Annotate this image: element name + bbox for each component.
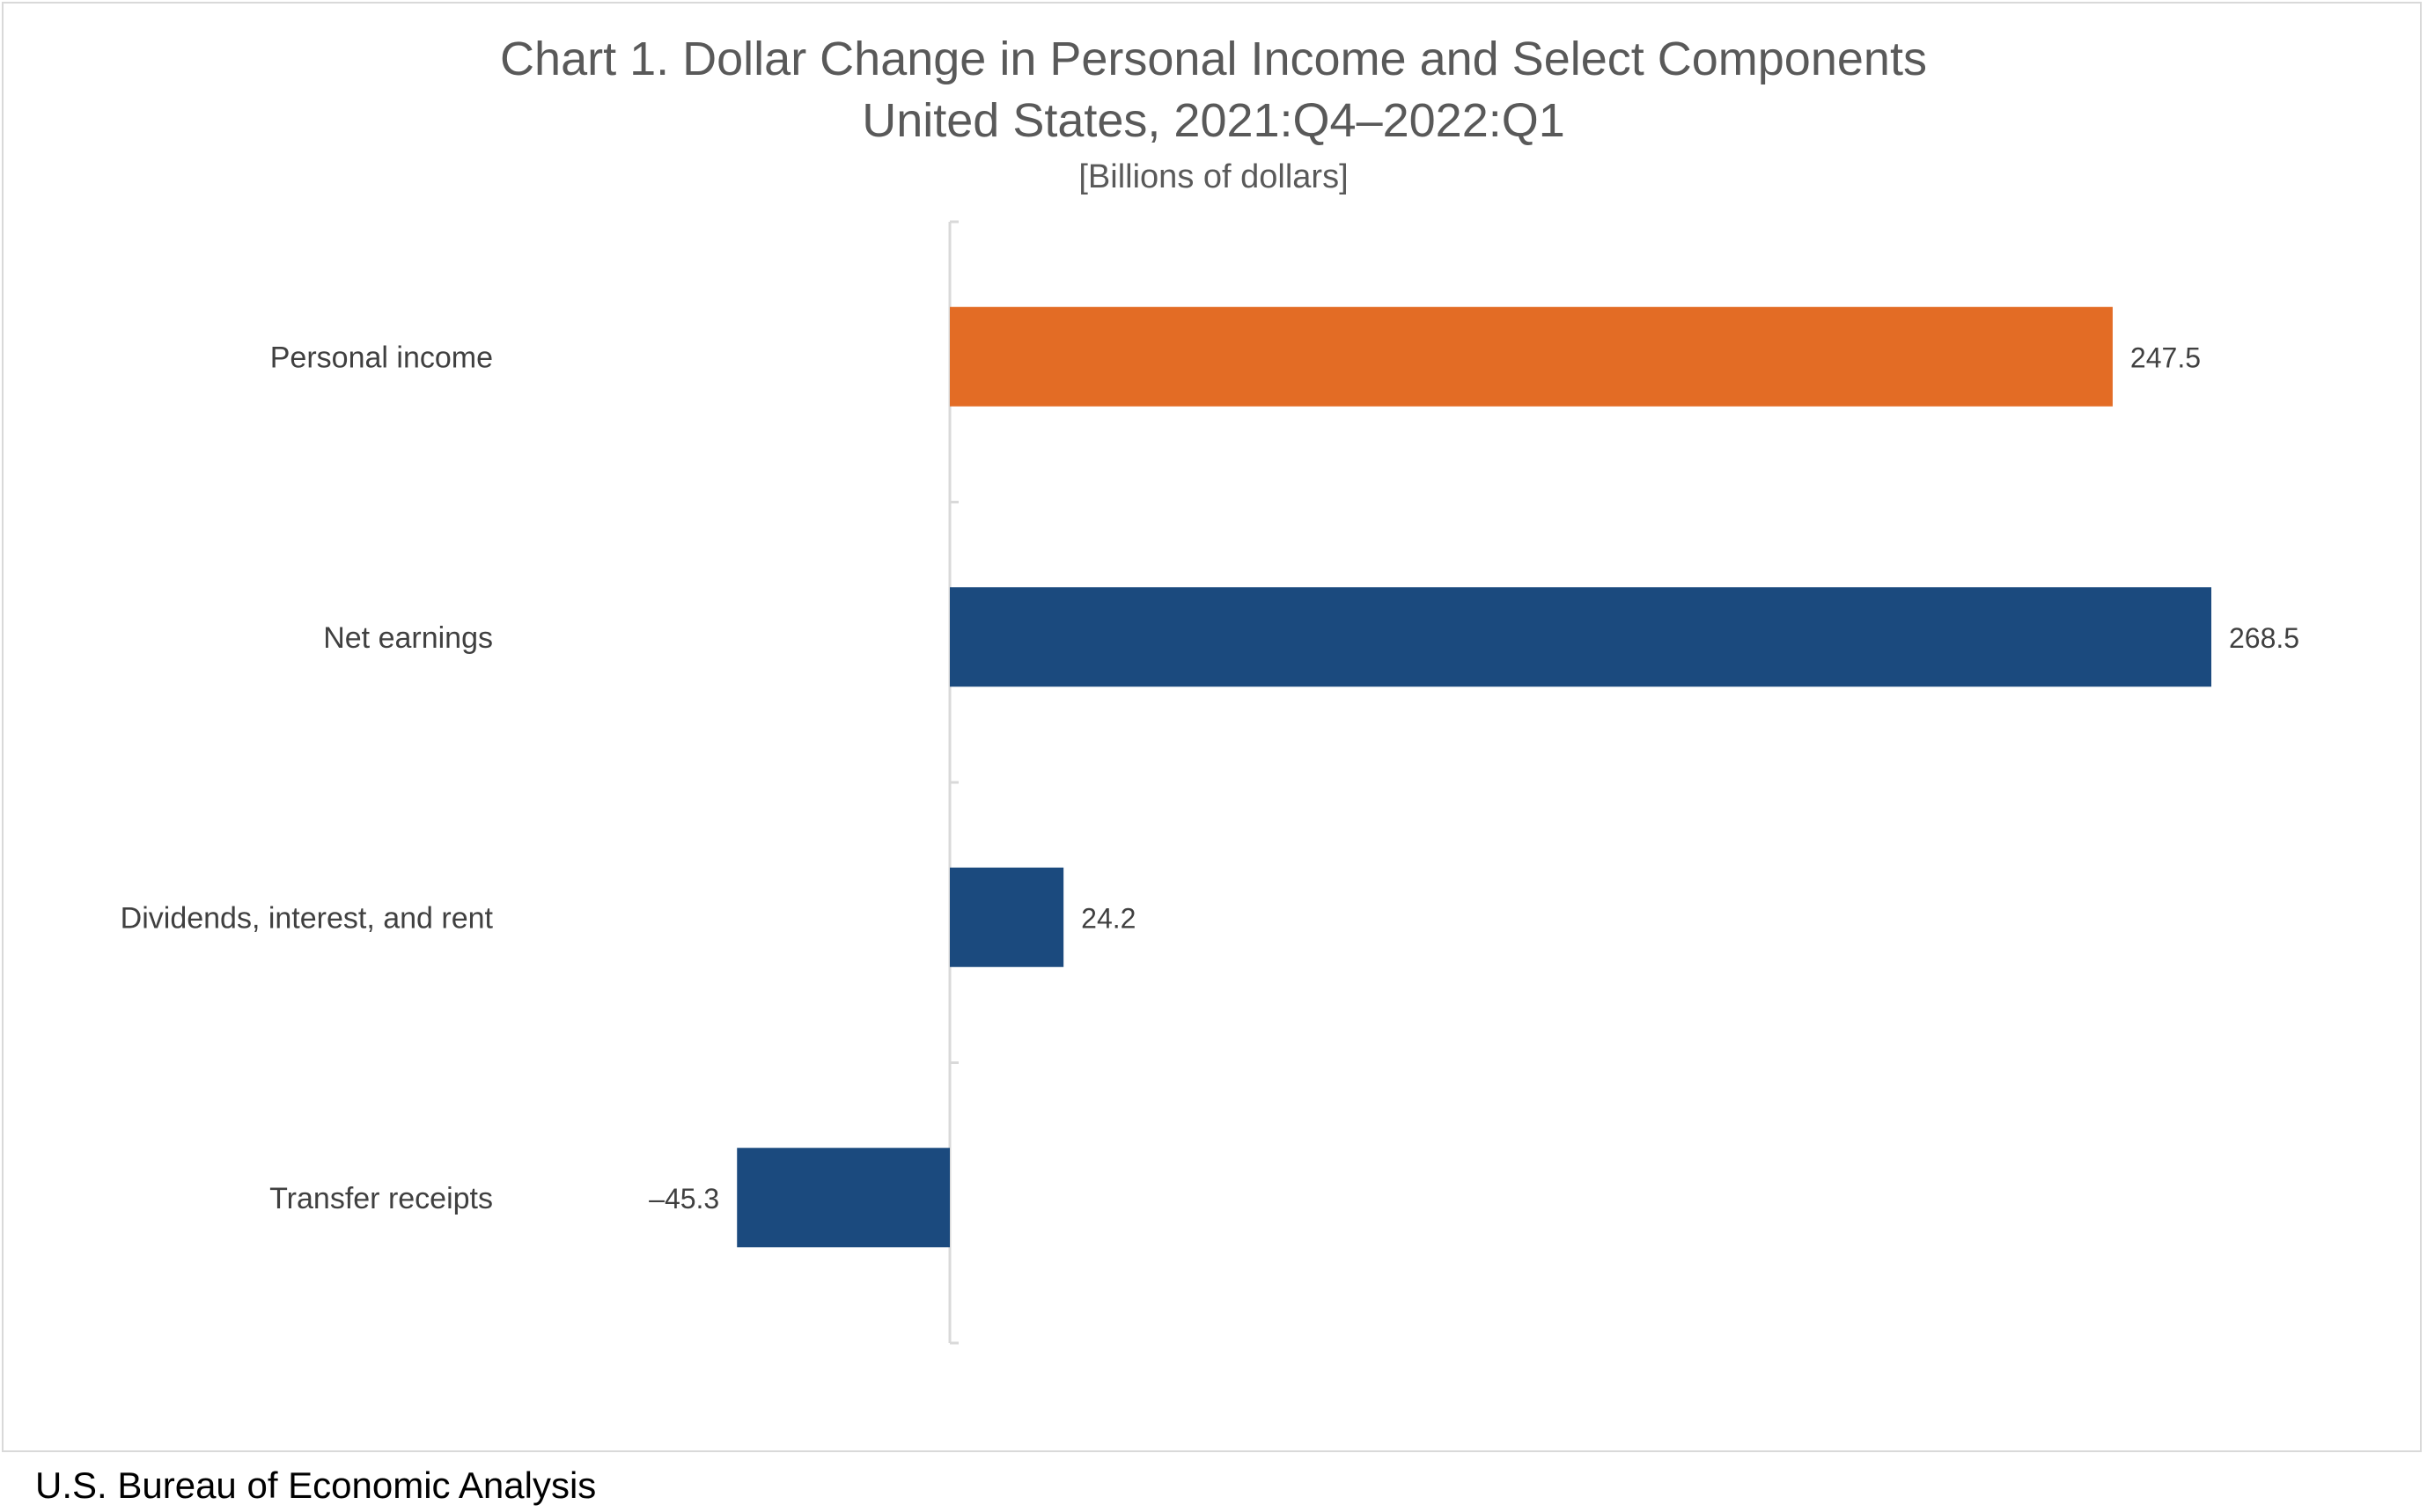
category-label: Transfer receipts (269, 1182, 493, 1215)
data-label: 24.2 (1081, 902, 1136, 934)
category-label: Dividends, interest, and rent (121, 901, 494, 935)
category-label: Net earnings (323, 621, 493, 655)
bar (950, 867, 1064, 967)
chart-frame (2, 2, 2422, 1452)
data-label: 247.5 (2130, 341, 2201, 373)
bar (950, 306, 2113, 407)
bar (950, 587, 2211, 687)
category-label: Personal income (270, 341, 493, 374)
chart-title: Chart 1. Dollar Change in Personal Incom… (500, 33, 1927, 85)
chart-units: [Billions of dollars] (1078, 158, 1349, 195)
source-note: U.S. Bureau of Economic Analysis (35, 1464, 597, 1506)
data-label: –45.3 (649, 1183, 719, 1215)
bar (737, 1148, 950, 1248)
chart-subtitle: United States, 2021:Q4–2022:Q1 (862, 94, 1565, 147)
data-label: 268.5 (2229, 622, 2299, 654)
